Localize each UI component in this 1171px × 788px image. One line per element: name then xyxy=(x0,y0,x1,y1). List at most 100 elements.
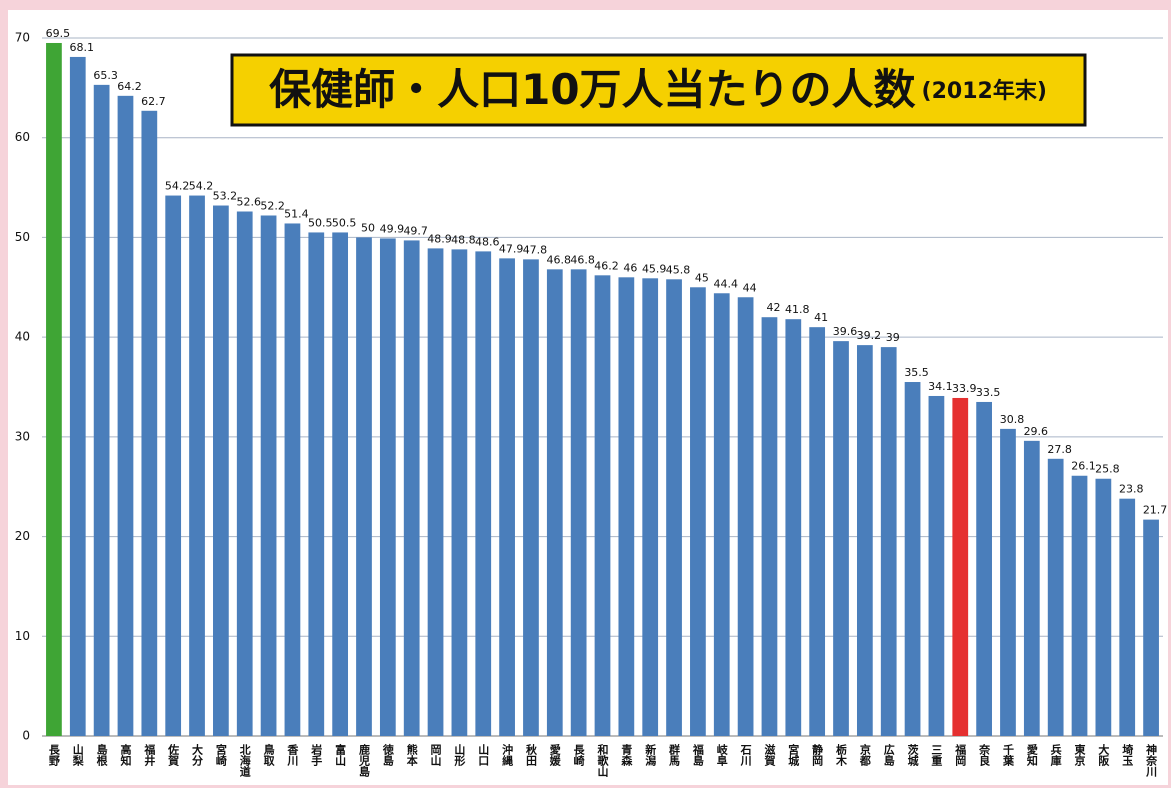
x-tick-label: 静岡 xyxy=(811,743,824,767)
x-tick-label: 沖縄 xyxy=(501,743,514,767)
x-tick-label: 熊本 xyxy=(405,743,418,767)
x-tick-label: 新潟 xyxy=(644,743,657,767)
bar xyxy=(546,269,563,736)
bar xyxy=(976,401,992,736)
x-tick-label: 秋田 xyxy=(524,743,537,767)
x-tick-label: 埼玉 xyxy=(1121,743,1134,767)
bar xyxy=(427,248,444,736)
value-label: 65.3 xyxy=(93,69,118,82)
x-tick-label: 大阪 xyxy=(1097,743,1110,767)
x-tick-label: 青森 xyxy=(620,743,633,767)
value-label: 44.4 xyxy=(714,277,739,290)
x-tick-label: 大分 xyxy=(191,743,204,767)
bar xyxy=(713,293,730,736)
bar xyxy=(356,237,372,736)
bar xyxy=(46,42,62,736)
x-tick-label: 愛知 xyxy=(1025,743,1039,767)
bar xyxy=(761,317,778,736)
x-tick-label: 岡山 xyxy=(429,744,442,767)
value-label: 52.2 xyxy=(260,199,285,212)
x-tick-label: 長野 xyxy=(47,744,60,767)
bar xyxy=(666,279,682,736)
x-tick-label: 香川 xyxy=(286,743,300,766)
x-tick-label: 北海道 xyxy=(238,743,251,778)
bar xyxy=(904,382,921,736)
x-tick-label: 福島 xyxy=(691,743,705,767)
bar xyxy=(451,249,468,736)
bar xyxy=(379,238,396,736)
value-label: 35.5 xyxy=(904,366,929,379)
bar xyxy=(833,341,849,736)
bar xyxy=(570,269,587,736)
x-tick-label: 徳島 xyxy=(381,743,395,767)
value-label: 51.4 xyxy=(284,207,309,220)
bar xyxy=(737,297,754,736)
value-label: 33.9 xyxy=(952,382,977,395)
bar xyxy=(93,84,110,736)
x-tick-label: 佐賀 xyxy=(167,743,181,767)
y-tick-label: 30 xyxy=(15,429,30,443)
value-label: 46.8 xyxy=(570,253,595,266)
x-tick-label: 広島 xyxy=(882,743,895,767)
bar xyxy=(308,232,325,736)
value-label: 48.9 xyxy=(427,232,452,245)
y-tick-label: 40 xyxy=(15,330,30,344)
x-tick-label: 山梨 xyxy=(71,743,85,767)
value-label: 48.8 xyxy=(451,233,476,246)
x-tick-label: 愛媛 xyxy=(548,743,562,767)
value-label: 21.7 xyxy=(1143,504,1168,517)
value-label: 39 xyxy=(886,331,900,344)
value-label: 68.1 xyxy=(70,41,95,54)
x-tick-label: 福井 xyxy=(143,743,157,767)
x-tick-label: 富山 xyxy=(334,743,347,767)
bar xyxy=(618,277,635,736)
bar xyxy=(236,211,253,736)
value-label: 64.2 xyxy=(117,80,142,93)
y-tick-label: 10 xyxy=(15,629,30,643)
bar xyxy=(165,195,182,736)
x-tick-label: 滋賀 xyxy=(763,743,777,767)
x-tick-label: 東京 xyxy=(1073,743,1086,767)
x-tick-label: 神奈川 xyxy=(1145,743,1159,777)
bar xyxy=(1143,519,1159,736)
value-label: 45 xyxy=(695,271,709,284)
value-label: 49.9 xyxy=(380,222,405,235)
x-tick-label: 岩手 xyxy=(310,743,324,767)
bar xyxy=(594,275,611,736)
x-tick-label: 茨城 xyxy=(906,743,919,767)
value-label: 45.8 xyxy=(666,263,691,276)
chart-subtitle: (2012年末) xyxy=(922,78,1047,104)
y-tick-label: 50 xyxy=(15,230,30,244)
bar xyxy=(1000,428,1016,736)
bar xyxy=(475,251,492,737)
bar xyxy=(785,319,802,736)
value-label: 47.9 xyxy=(499,242,524,255)
value-label: 41 xyxy=(814,311,828,324)
x-tick-label: 山形 xyxy=(453,743,466,767)
bar xyxy=(403,240,420,737)
x-tick-label: 鳥取 xyxy=(262,743,275,767)
value-label: 41.8 xyxy=(785,303,810,316)
value-label: 30.8 xyxy=(1000,413,1025,426)
value-label: 39.6 xyxy=(833,325,858,338)
value-label: 33.5 xyxy=(976,386,1001,399)
x-tick-label: 鹿児島 xyxy=(357,743,371,778)
bar xyxy=(499,258,515,736)
bar xyxy=(952,397,969,736)
bar xyxy=(69,56,86,736)
x-tick-label: 栃木 xyxy=(835,743,849,767)
x-tick-label: 高知 xyxy=(119,743,133,767)
bar xyxy=(332,232,349,736)
x-tick-label: 千葉 xyxy=(1001,743,1015,767)
value-label: 26.1 xyxy=(1071,460,1096,473)
bar xyxy=(1047,458,1064,736)
value-label: 47.8 xyxy=(523,243,548,256)
bar xyxy=(880,347,897,736)
bar xyxy=(1095,478,1112,736)
y-tick-label: 0 xyxy=(22,729,30,743)
bar xyxy=(260,215,277,736)
value-label: 34.1 xyxy=(928,380,953,393)
value-label: 50.5 xyxy=(308,216,333,229)
value-label: 54.2 xyxy=(165,180,190,193)
title-group: 保健師・人口10万人当たりの人数 (2012年末) xyxy=(269,65,1047,114)
